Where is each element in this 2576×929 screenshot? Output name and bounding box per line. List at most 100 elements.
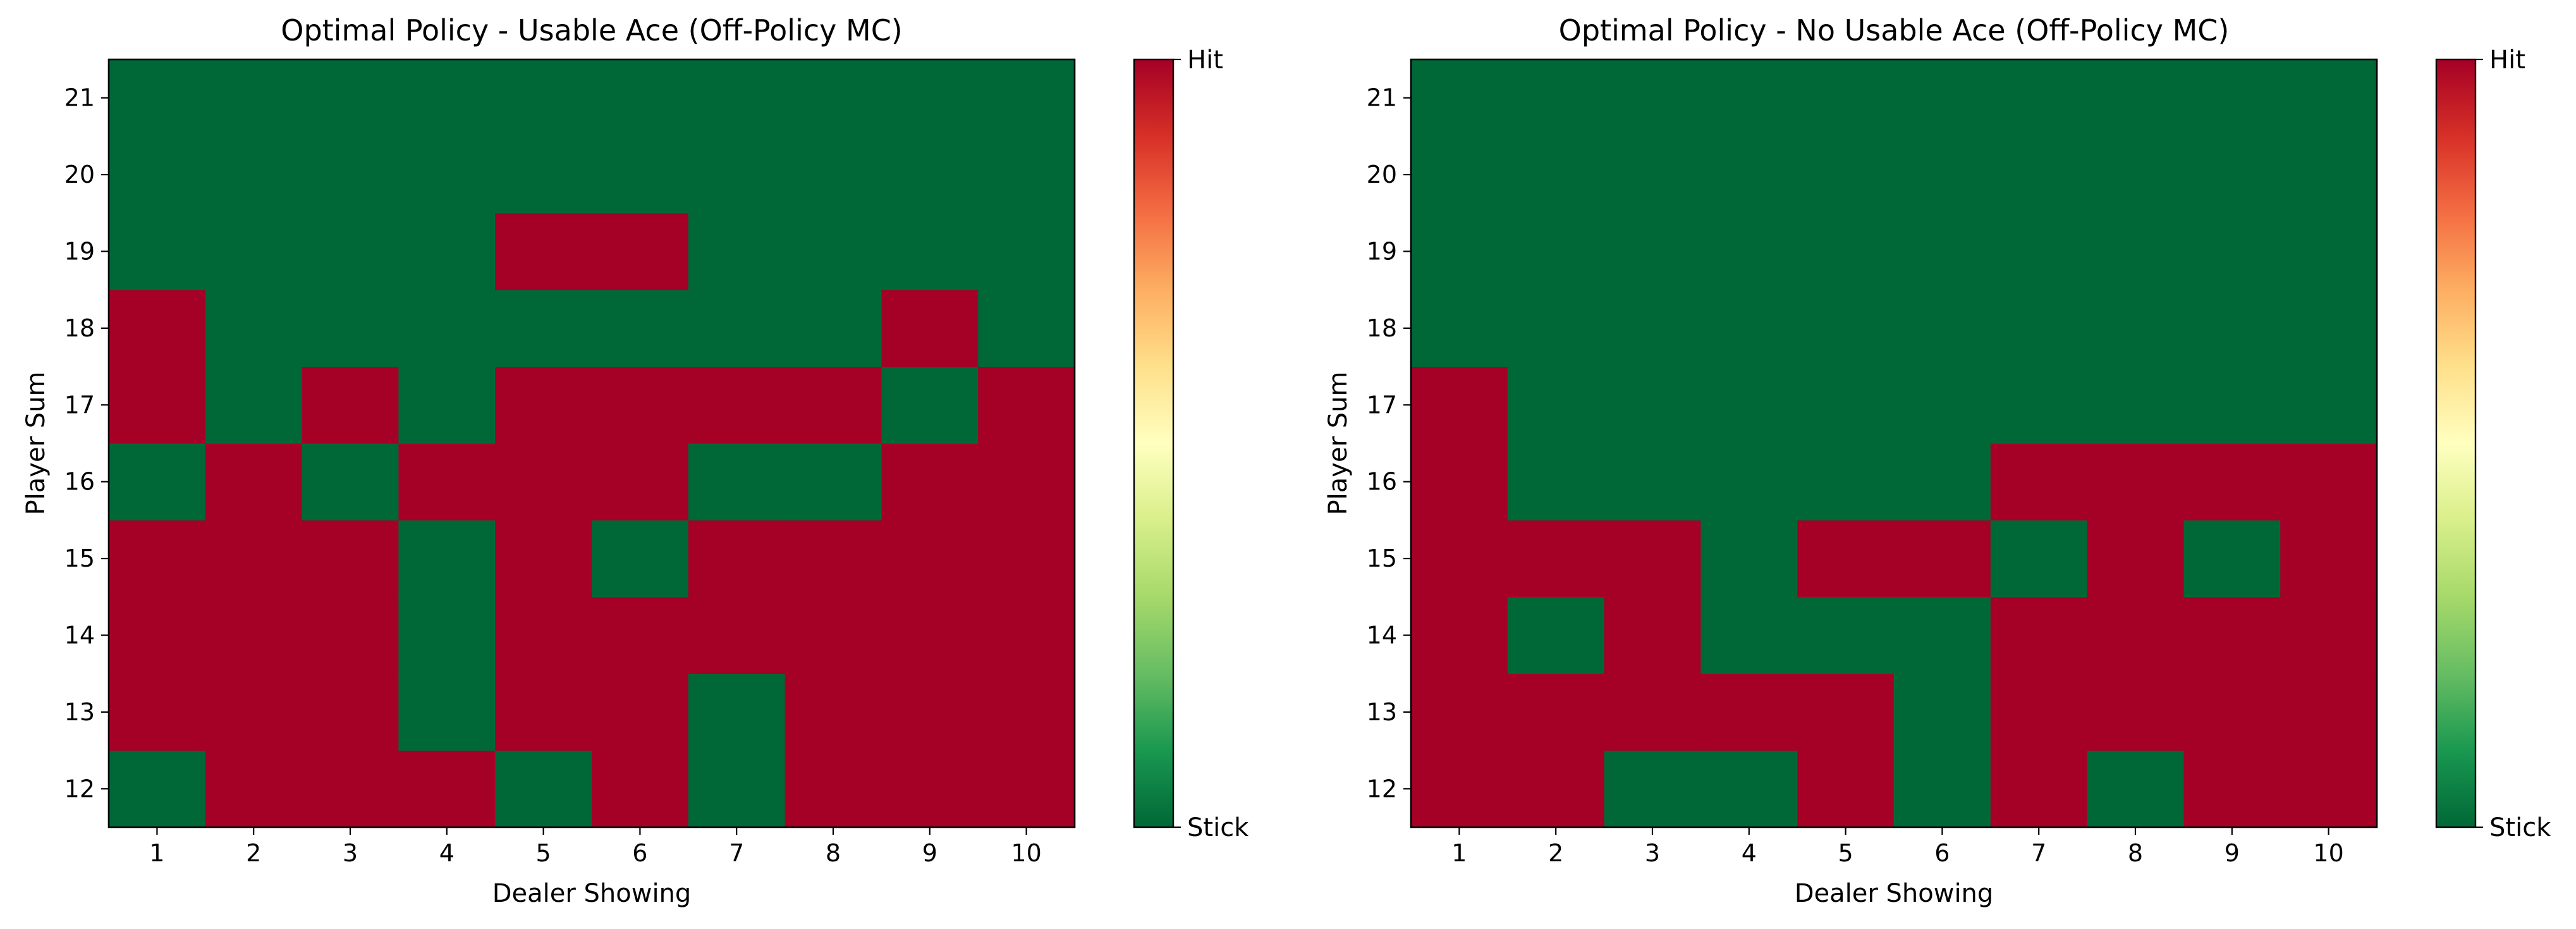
y-tick-label: 19 xyxy=(64,238,95,266)
heatmap-cell xyxy=(1990,59,2088,137)
heatmap-cell xyxy=(978,674,1075,751)
heatmap-cell xyxy=(205,596,303,674)
x-tick-label: 2 xyxy=(1548,839,1563,867)
heatmap-cell xyxy=(109,750,206,828)
heatmap-cell xyxy=(1700,443,1798,520)
heatmap-cell xyxy=(1894,596,1991,674)
heatmap-cell xyxy=(881,596,979,674)
heatmap-cell xyxy=(1990,136,2088,214)
heatmap-cell xyxy=(1990,596,2088,674)
heatmap-cell xyxy=(1604,290,1701,367)
heatmap-cell xyxy=(1411,674,1508,751)
x-tick-label: 10 xyxy=(2313,839,2343,867)
heatmap-cell xyxy=(398,366,496,444)
heatmap-cell xyxy=(1604,212,1701,290)
y-tick-label: 15 xyxy=(1367,544,1397,572)
heatmap-cell xyxy=(2087,443,2184,520)
heatmap-cell xyxy=(495,443,592,520)
y-tick-label: 18 xyxy=(1367,314,1397,342)
heatmap-cell xyxy=(1700,366,1798,444)
heatmap-cell xyxy=(302,596,399,674)
heatmap-cell xyxy=(881,366,979,444)
heatmap-cell xyxy=(1990,212,2088,290)
x-tick-label: 4 xyxy=(1742,839,1757,867)
heatmap-cell xyxy=(2183,750,2281,828)
heatmap-cell xyxy=(592,596,689,674)
x-tick-label: 10 xyxy=(1011,839,1041,867)
heatmap-cell xyxy=(2087,290,2184,367)
heatmap-cell xyxy=(2087,59,2184,137)
heatmap-cell xyxy=(592,290,689,367)
y-tick-label: 16 xyxy=(64,468,95,496)
heatmap-cell xyxy=(978,136,1075,214)
axes-frame xyxy=(1410,58,2378,828)
heatmap-cell xyxy=(302,212,399,290)
heatmap-cell xyxy=(978,366,1075,444)
heatmap-cell xyxy=(2183,136,2281,214)
heatmap-cell xyxy=(2280,596,2378,674)
heatmap-cell xyxy=(495,596,592,674)
heatmap-cell xyxy=(302,520,399,598)
heatmap-cell xyxy=(881,136,979,214)
heatmap-cell xyxy=(1604,443,1701,520)
heatmap-cell xyxy=(1604,366,1701,444)
heatmap-cell xyxy=(495,290,592,367)
heatmap-cell xyxy=(205,290,303,367)
heatmap-cell xyxy=(2087,366,2184,444)
colorbar xyxy=(2435,58,2477,828)
heatmap-cell xyxy=(1894,212,1991,290)
heatmap-cell xyxy=(495,674,592,751)
heatmap-cell xyxy=(688,290,786,367)
heatmap-cell xyxy=(784,366,882,444)
heatmap-cell xyxy=(1894,136,1991,214)
heatmap-cell xyxy=(2087,520,2184,598)
heatmap-cell xyxy=(2183,366,2281,444)
heatmap-cell xyxy=(784,212,882,290)
heatmap-cell xyxy=(2280,212,2378,290)
heatmap-cell xyxy=(1507,59,1605,137)
colorbar-label-hit: Hit xyxy=(1187,46,1223,75)
heatmap-cell xyxy=(688,366,786,444)
heatmap-cell xyxy=(1604,596,1701,674)
heatmap-cell xyxy=(881,520,979,598)
y-tick-label: 17 xyxy=(1367,391,1397,419)
heatmap-cell xyxy=(398,59,496,137)
chart-title: Optimal Policy - Usable Ace (Off-Policy … xyxy=(281,13,903,47)
heatmap-cell xyxy=(2280,750,2378,828)
heatmap-cell xyxy=(109,596,206,674)
heatmap-cell xyxy=(881,674,979,751)
heatmap-cell xyxy=(1700,136,1798,214)
heatmap-cell xyxy=(592,674,689,751)
heatmap-cell xyxy=(1507,750,1605,828)
heatmap-cell xyxy=(2280,136,2378,214)
heatmap-cell xyxy=(205,443,303,520)
x-tick-label: 3 xyxy=(1645,839,1660,867)
x-tick-label: 2 xyxy=(246,839,261,867)
y-tick-label: 13 xyxy=(1367,698,1397,726)
heatmap-cell xyxy=(302,674,399,751)
x-tick-label: 9 xyxy=(2225,839,2240,867)
heatmap-cell xyxy=(688,596,786,674)
heatmap-cell xyxy=(881,443,979,520)
colorbar-label-stick: Stick xyxy=(1187,813,1249,842)
x-axis-label: Dealer Showing xyxy=(492,879,692,908)
heatmap-cell xyxy=(1990,366,2088,444)
heatmap-cell xyxy=(1894,290,1991,367)
x-tick-label: 7 xyxy=(2031,839,2046,867)
heatmap-cell xyxy=(592,136,689,214)
y-tick-label: 17 xyxy=(64,391,95,419)
heatmap-cell xyxy=(978,290,1075,367)
heatmap-cell xyxy=(592,366,689,444)
heatmap-cell xyxy=(1700,59,1798,137)
x-tick-label: 4 xyxy=(439,839,455,867)
heatmap-cell xyxy=(1411,520,1508,598)
heatmap-cell xyxy=(1604,520,1701,598)
heatmap-cell xyxy=(1507,290,1605,367)
heatmap-cell xyxy=(1797,596,1895,674)
heatmap-cell xyxy=(2183,59,2281,137)
x-tick-label: 7 xyxy=(729,839,744,867)
heatmap-cell xyxy=(784,520,882,598)
heatmap-cell xyxy=(1990,750,2088,828)
heatmap-cell xyxy=(784,136,882,214)
